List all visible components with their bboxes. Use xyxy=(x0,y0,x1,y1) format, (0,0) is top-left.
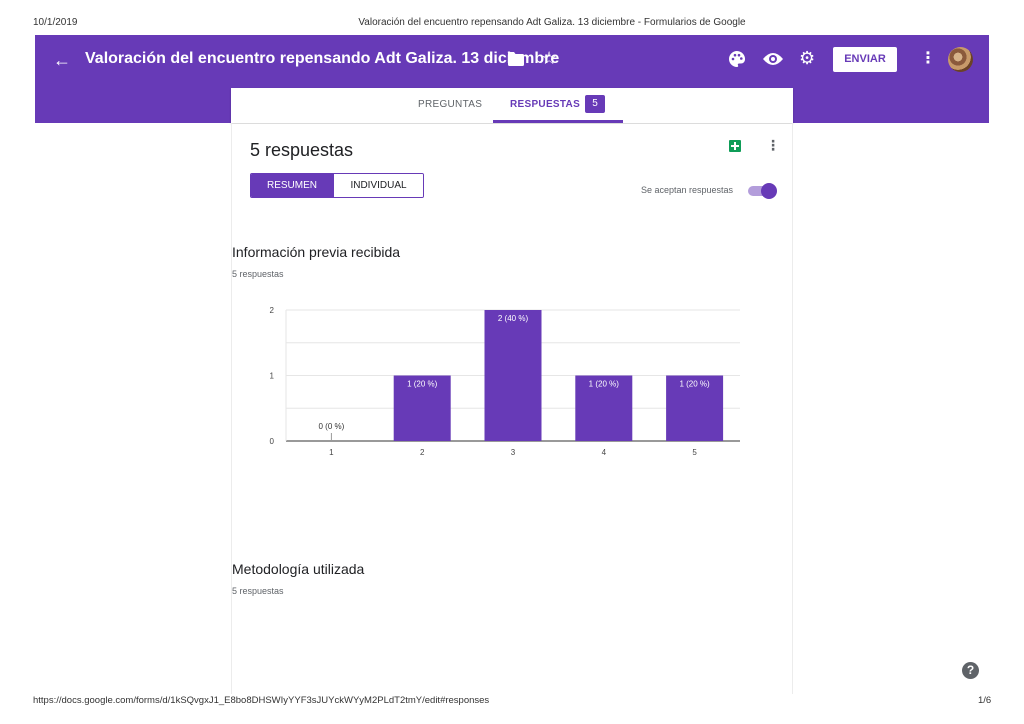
accepting-responses-label: Se aceptan respuestas xyxy=(641,185,734,195)
gear-icon[interactable]: ⚙ xyxy=(799,48,816,68)
bar-data-label: 2 (40 %) xyxy=(498,314,529,323)
y-tick-label: 1 xyxy=(270,372,275,381)
palette-icon[interactable] xyxy=(729,51,745,67)
print-date: 10/1/2019 xyxy=(33,17,78,28)
x-tick-label: 2 xyxy=(420,448,425,457)
star-icon[interactable]: ☆ xyxy=(541,48,558,68)
tabs-bar: PREGUNTAS RESPUESTAS 5 xyxy=(231,88,793,123)
more-vert-icon[interactable]: ⋮ xyxy=(766,137,780,153)
y-tick-label: 2 xyxy=(270,306,275,315)
print-title: Valoración del encuentro repensando Adt … xyxy=(358,17,746,28)
question-title: Metodología utilizada xyxy=(232,561,365,577)
help-icon[interactable]: ? xyxy=(962,662,979,679)
tab-responses[interactable]: RESPUESTAS xyxy=(510,99,581,110)
more-vert-icon[interactable]: ⋮ xyxy=(920,50,936,67)
form-title[interactable]: Valoración del encuentro repensando Adt … xyxy=(85,50,560,67)
tab-questions[interactable]: PREGUNTAS xyxy=(418,99,483,110)
y-tick-label: 0 xyxy=(270,437,275,446)
individual-tab-button[interactable]: INDIVIDUAL xyxy=(333,174,423,197)
bar-data-label: 1 (20 %) xyxy=(589,380,620,389)
summary-tab-button[interactable]: RESUMEN xyxy=(251,174,333,197)
bar-data-label: 1 (20 %) xyxy=(679,380,710,389)
toggle-knob xyxy=(761,183,777,199)
x-tick-label: 4 xyxy=(602,448,607,457)
sheets-icon[interactable] xyxy=(729,140,741,152)
responses-count: 5 respuestas xyxy=(250,140,354,160)
x-tick-label: 1 xyxy=(329,448,334,457)
responses-count-badge: 5 xyxy=(585,95,605,113)
bar xyxy=(666,375,724,441)
bar-data-label: 0 (0 %) xyxy=(319,422,345,431)
question-title: Información previa recibida xyxy=(232,244,401,260)
bar xyxy=(393,375,451,441)
bar xyxy=(575,375,633,441)
bar xyxy=(484,310,542,441)
print-url: https://docs.google.com/forms/d/1kSQvgxJ… xyxy=(33,695,490,706)
print-page-number: 1/6 xyxy=(978,695,992,706)
responses-card: 5 respuestas ⋮ RESUMEN INDIVIDUAL Se ace… xyxy=(231,124,793,694)
bar-chart: 0 1 2 0 (0 %) 1 1 (20 %) 2 2 (40 %) 3 1 (20 %) 4 1 … xyxy=(270,306,740,457)
question-response-count: 5 respuestas xyxy=(232,586,284,596)
active-tab-indicator xyxy=(493,120,623,123)
accepting-responses-toggle[interactable] xyxy=(748,183,777,199)
eye-icon[interactable] xyxy=(763,52,783,66)
question-response-count: 5 respuestas xyxy=(232,269,284,279)
avatar[interactable] xyxy=(948,47,973,72)
bar-data-label: 1 (20 %) xyxy=(407,380,438,389)
print-header: 10/1/2019 Valoración del encuentro repen… xyxy=(0,0,1024,36)
x-tick-label: 5 xyxy=(692,448,697,457)
send-button[interactable]: ENVIAR xyxy=(833,47,897,72)
view-toggle: RESUMEN INDIVIDUAL xyxy=(250,173,424,198)
x-tick-label: 3 xyxy=(511,448,516,457)
arrow-back-icon[interactable]: ← xyxy=(53,50,71,70)
folder-icon[interactable] xyxy=(508,52,524,66)
